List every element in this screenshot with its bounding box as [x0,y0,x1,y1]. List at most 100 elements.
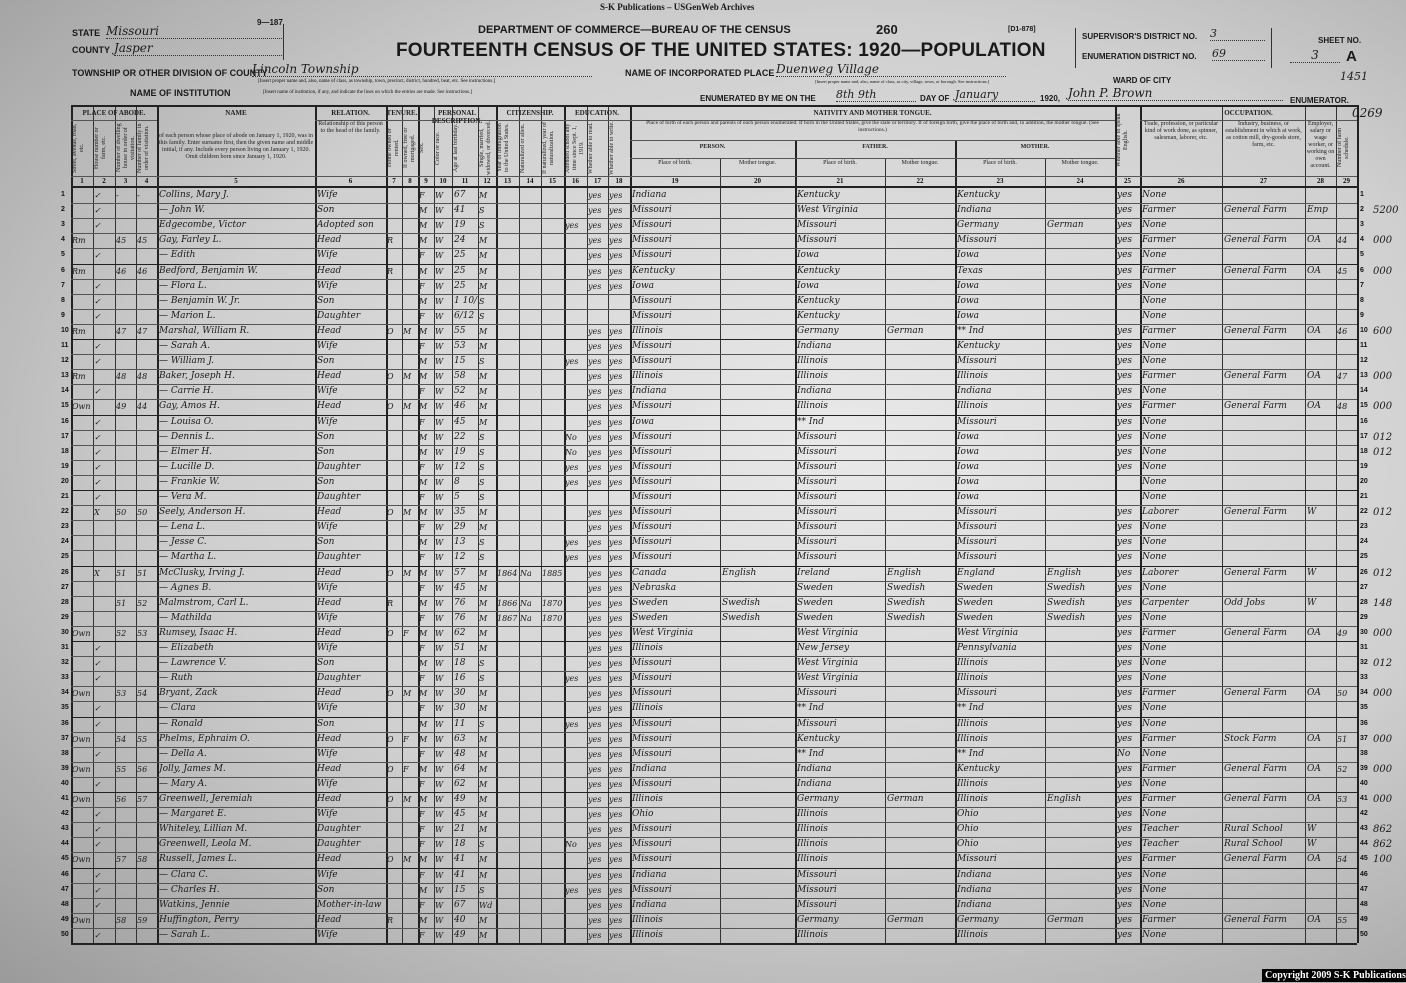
township-label: TOWNSHIP OR OTHER DIVISION OF COUNTY [72,68,268,78]
cell-col-25: yes [1117,507,1133,518]
cell-col-12: M [479,764,488,774]
corner-number: 0269 [1352,106,1383,120]
cell-col-24 [1045,852,1115,867]
cell-col-22 [885,505,955,520]
cell-col-16: yes [565,477,579,487]
margin-code: 000 [1373,688,1393,700]
cell-col-5: — Mathilda [159,612,212,623]
group-header-name: NAME [225,109,247,117]
cell-col-26: None [1142,809,1167,820]
cell-col-24: Swedish [1047,582,1086,593]
county-value: Jasper [114,41,282,56]
cell-col-9: M [419,296,428,306]
line-number-right: 43 [1360,825,1368,833]
cell-col-10: W [435,689,444,699]
cell-col-14 [519,535,541,550]
cell-col-14 [519,188,541,203]
cell-col-10: W [435,311,444,321]
column-rule [136,105,137,943]
cell-col-11: 12 [454,461,466,472]
cell-col-7 [386,354,402,369]
cell-col-9: F [419,613,425,623]
cell-col-28 [1305,460,1336,475]
cell-col-22 [885,264,955,279]
cell-col-18: yes [609,644,623,653]
line-number-left: 7 [61,281,65,289]
cell-col-7 [386,535,402,550]
cell-col-24 [1045,309,1115,324]
margin-code [1371,535,1405,550]
cell-col-5: — Elizabeth [159,643,214,653]
cell-col-13 [496,898,519,913]
cell-col-14 [519,777,541,792]
cell-col-20 [720,837,795,852]
cell-col-2: ✓ [94,810,101,820]
cell-col-8 [402,430,418,445]
cell-col-20 [720,264,795,279]
cell-col-25: yes [1117,235,1133,246]
cell-col-1 [71,354,93,369]
cell-col-3 [115,535,136,550]
cell-col-8 [402,535,418,550]
cell-col-27 [1222,747,1305,762]
margin-code: 000 [1373,627,1393,639]
cell-col-8 [402,294,418,309]
cell-col-7: O [387,402,394,412]
cell-col-5: Rumsey, Isaac H. [159,627,238,638]
cell-col-11: 8 [454,476,460,487]
cell-col-29 [1336,837,1357,852]
cell-col-23: Missouri [957,537,997,548]
cell-col-4 [136,671,157,686]
cell-col-17: yes [588,372,602,382]
cell-col-23: Indiana [957,899,992,910]
line-number-right: 24 [1360,538,1368,546]
margin-code: 012 [1373,567,1393,579]
cell-col-6: Son [317,356,335,367]
cell-col-24 [1045,233,1115,248]
cell-col-8 [402,641,418,656]
cell-col-23: Illinois [957,794,988,804]
cell-col-17: yes [588,281,602,291]
cell-col-26: None [1142,537,1167,548]
cell-col-4: 52 [137,598,148,608]
cell-col-26: None [1142,643,1167,653]
cell-col-2: ✓ [94,825,101,835]
cell-col-20 [720,732,795,747]
cell-col-3: 55 [116,764,127,774]
cell-col-13 [496,369,519,384]
cell-col-12: M [479,855,488,865]
cell-col-14 [519,233,541,248]
cell-col-25: yes [1117,537,1133,548]
cell-col-15 [541,550,564,565]
row-rule [71,233,1357,235]
cell-col-3: 50 [116,508,127,518]
cell-col-4 [136,581,157,596]
cell-col-11: 62 [454,778,466,789]
cell-col-21: ** Ind [797,416,824,427]
cell-col-21: Missouri [797,220,837,231]
cell-col-14 [519,732,541,747]
cell-col-22: Swedish [887,612,926,623]
cell-col-21: Ireland [797,567,830,578]
day-of-label: DAY OF [920,94,950,103]
margin-code [1371,475,1405,490]
cell-col-12: M [479,598,488,608]
cell-col-4 [136,248,157,263]
cell-col-20 [720,294,795,309]
cell-col-9: F [419,493,425,502]
cell-col-10: W [435,825,444,835]
cell-col-28 [1305,309,1336,324]
row-rule [71,852,1357,854]
cell-col-23: Illinois [957,733,988,744]
cell-col-11: 55 [454,325,466,336]
cell-col-29 [1336,188,1357,203]
cell-col-10: W [435,855,444,865]
cell-col-18: yes [609,326,623,336]
cell-col-27 [1222,928,1305,943]
cell-col-24: German [1047,914,1084,925]
cell-col-24 [1045,641,1115,656]
line-number-right: 48 [1360,900,1368,908]
cell-col-15 [541,460,564,475]
cell-col-15 [541,520,564,535]
cell-col-21: ** Ind [797,748,824,759]
